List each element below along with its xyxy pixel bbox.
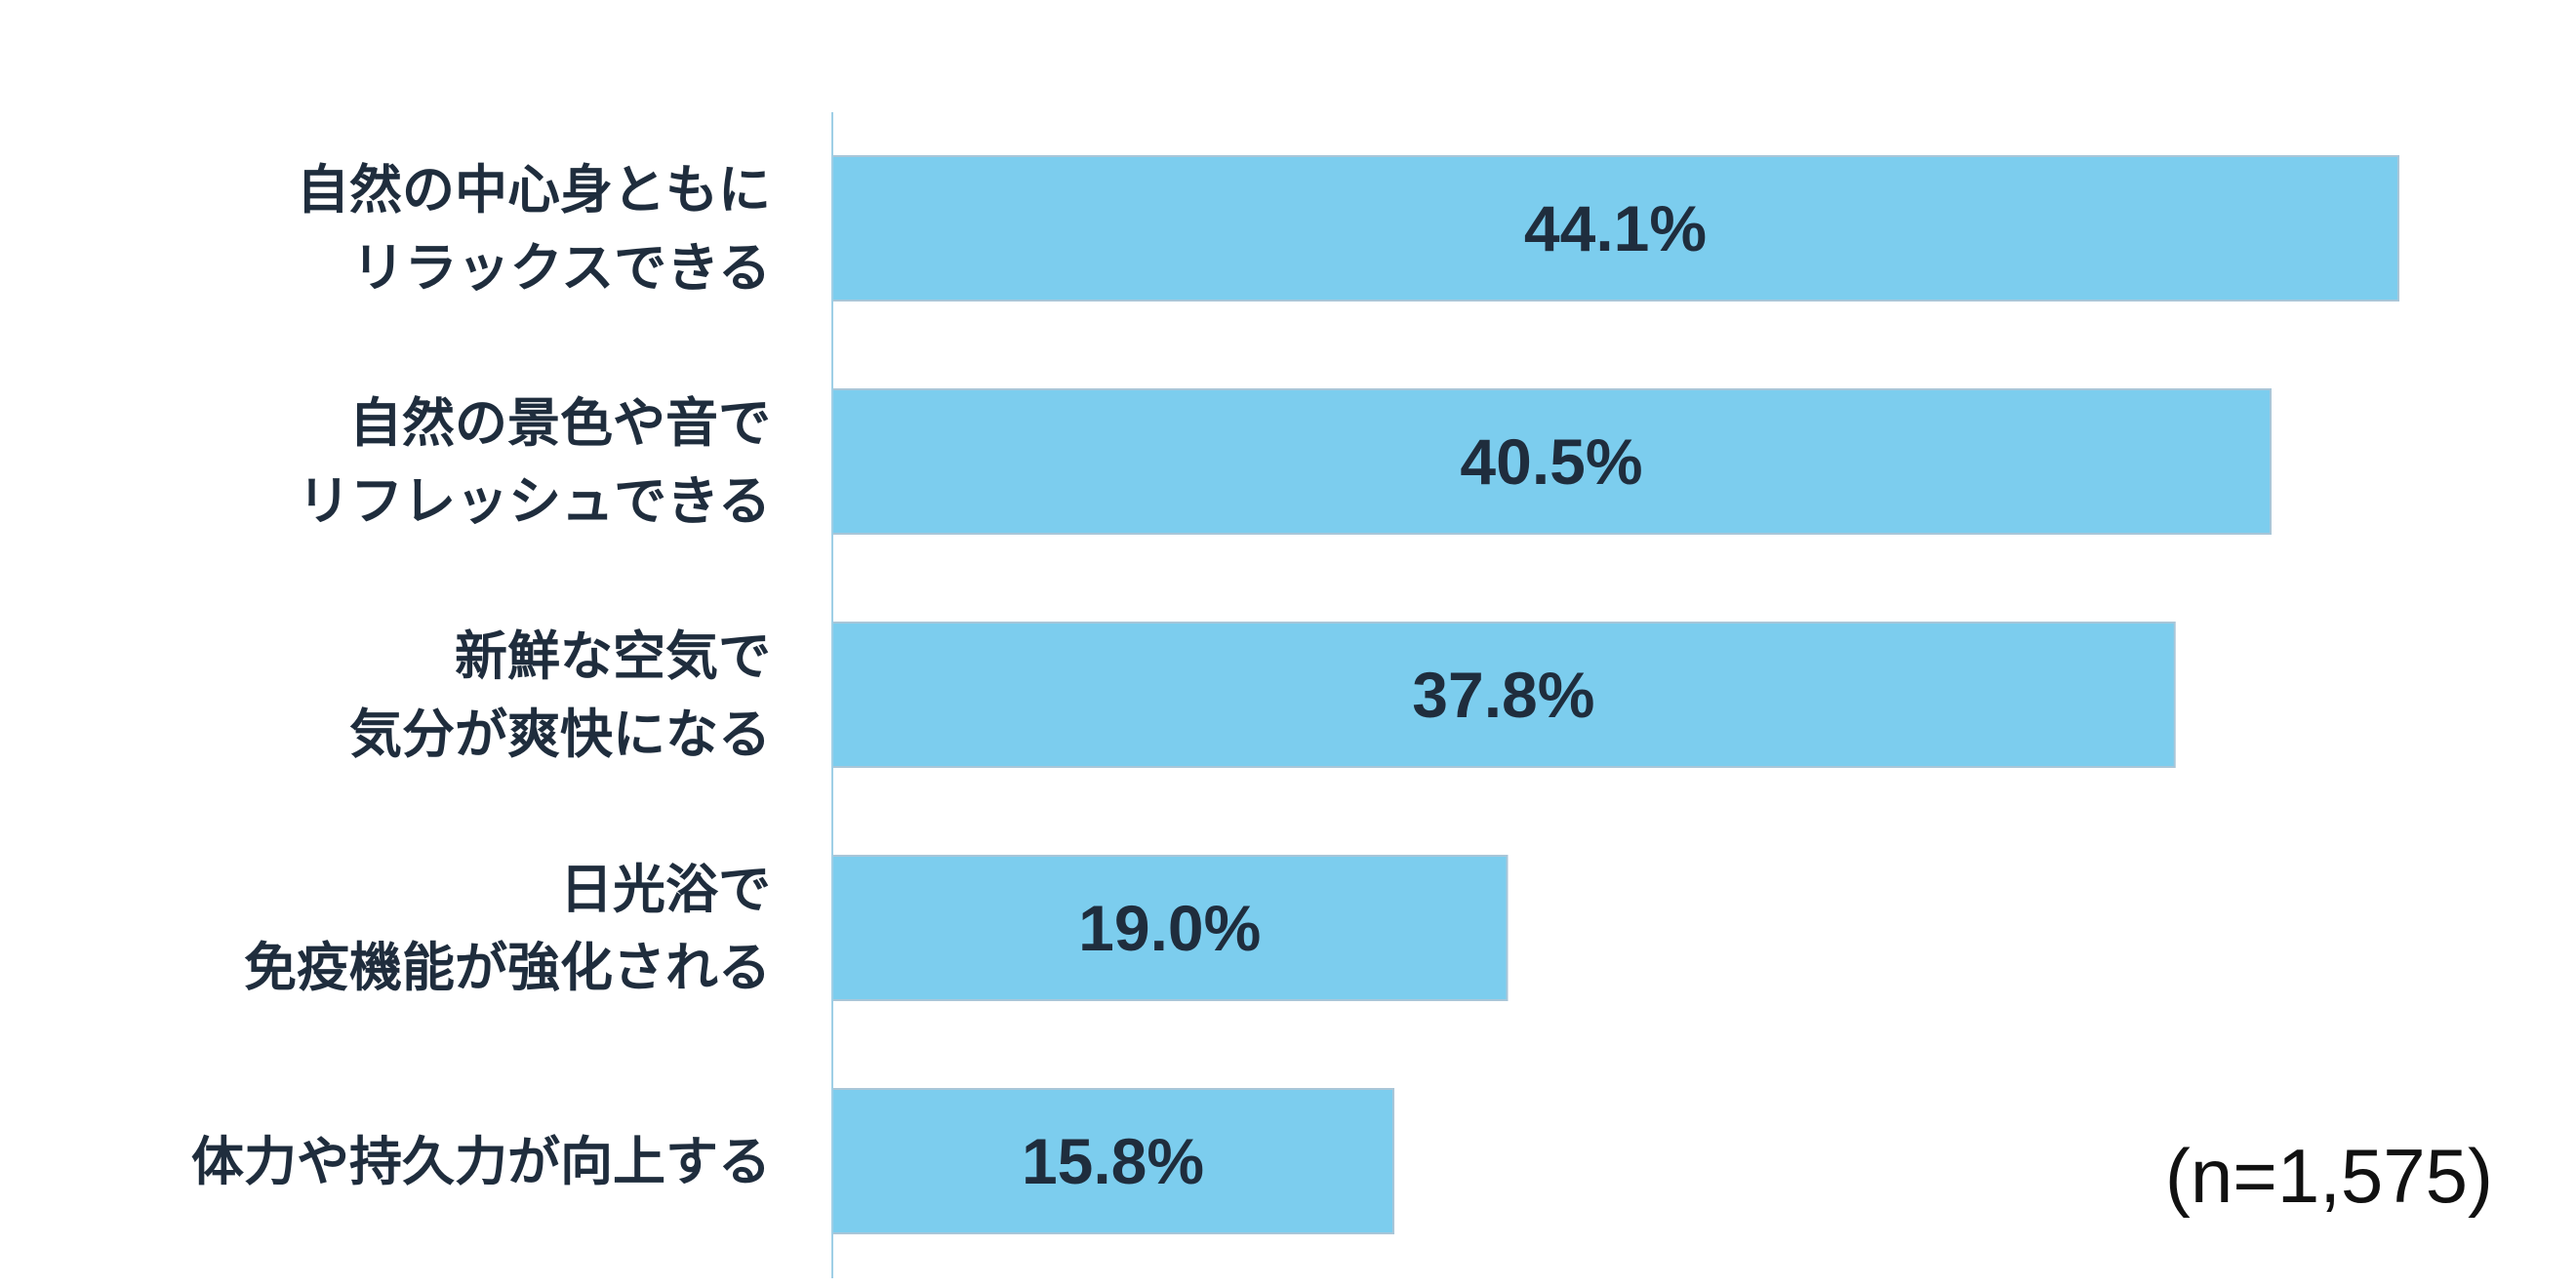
category-label-line: 免疫機能が強化される [244,937,771,998]
value-label-1: 44.1% [1524,192,1707,264]
value-label-4: 19.0% [1078,892,1261,964]
bar-1 [831,155,2399,302]
category-label-line: 新鮮な空気で [455,625,771,687]
bar-5 [831,1088,1395,1234]
category-label-3: 新鮮な空気で気分が爽快になる [349,625,771,765]
value-label-2: 40.5% [1460,425,1642,498]
category-label-line: 自然の景色や音で [349,392,771,454]
bars-layer [831,155,2399,1234]
category-label-line: リフレッシュできる [298,470,771,532]
category-label-line: 気分が爽快になる [349,704,771,765]
category-label-5: 体力や持久力が向上する [191,1131,771,1192]
value-label-5: 15.8% [1022,1125,1204,1197]
sample-size-note: (n=1,575) [2165,1133,2493,1219]
category-labels-layer: 自然の中心身ともにリラックスできる自然の景色や音でリフレッシュできる新鮮な空気で… [191,159,771,1192]
category-label-2: 自然の景色や音でリフレッシュできる [298,392,771,532]
category-label-line: リラックスできる [352,237,771,299]
bar-2 [831,388,2272,535]
category-label-1: 自然の中心身ともにリラックスできる [297,159,771,299]
category-label-line: 自然の中心身ともに [297,159,771,221]
category-label-4: 日光浴で免疫機能が強化される [244,859,771,998]
bar-4 [831,855,1509,1001]
category-label-line: 体力や持久力が向上する [191,1131,771,1192]
value-label-3: 37.8% [1412,659,1594,731]
value-labels-layer: 44.1% 40.5% 37.8% 19.0% 15.8% [1022,192,1707,1197]
bar-3 [831,622,2176,768]
category-label-line: 日光浴で [560,859,771,920]
